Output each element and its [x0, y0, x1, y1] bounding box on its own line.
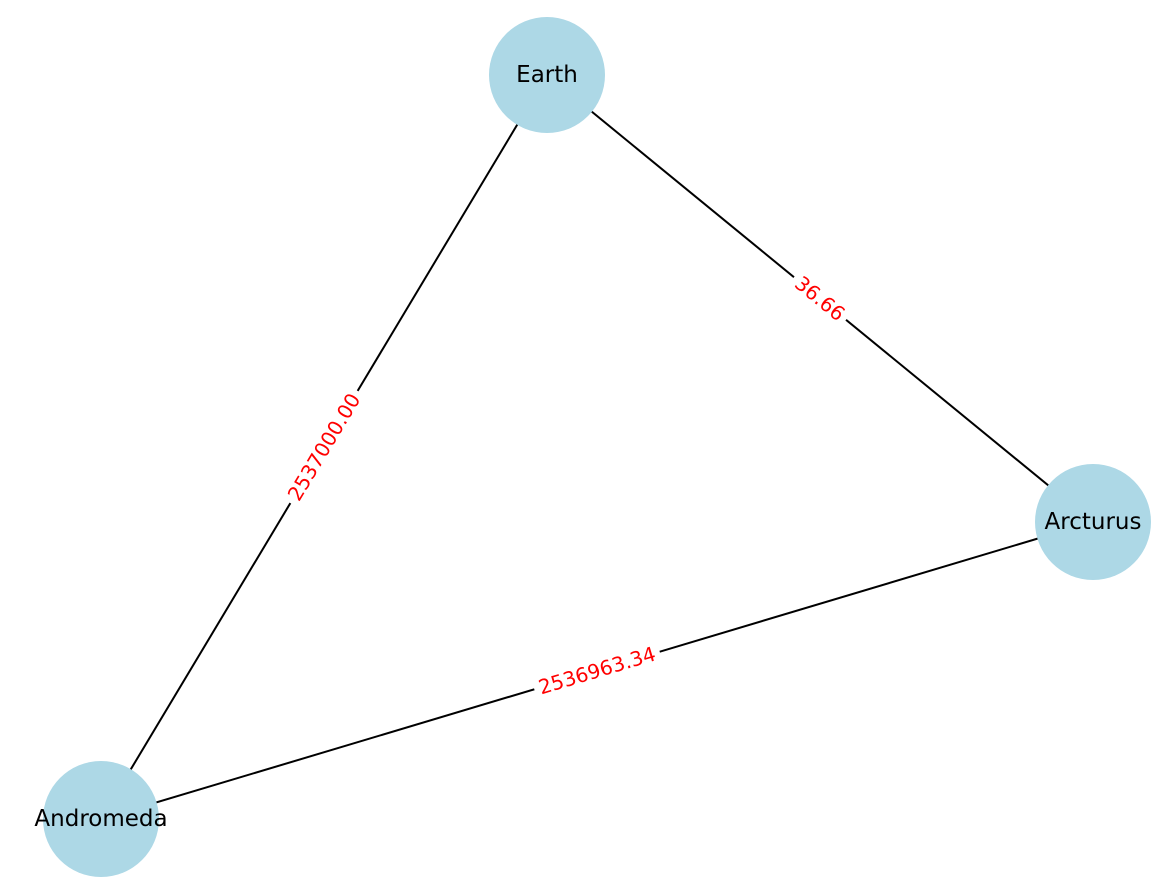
edge-arcturus-andromeda: 2536963.34: [100, 521, 1094, 820]
node-label: Earth: [516, 62, 578, 88]
node-circle: [43, 761, 159, 877]
node-circle: [489, 17, 605, 133]
node-earth: Earth: [489, 17, 605, 133]
edge-label-background: [530, 638, 664, 703]
edge-label-group: 2536963.34: [530, 638, 664, 703]
edge-earth-andromeda: 2537000.00: [100, 74, 548, 820]
edge-weight-label: 2537000.00: [283, 389, 366, 505]
edge-label-background: [785, 266, 855, 331]
node-andromeda: Andromeda: [34, 761, 168, 877]
node-label: Andromeda: [34, 806, 167, 832]
node-circle: [1035, 464, 1151, 580]
nodes-layer: Earth Arcturus Andromeda: [34, 17, 1151, 877]
node-arcturus: Arcturus: [1035, 464, 1151, 580]
edge-label-background: [278, 383, 370, 511]
edge-label-group: 36.66: [785, 266, 855, 331]
node-label: Arcturus: [1045, 509, 1142, 535]
edges-layer: 36.66 2537000.00 2536963.34: [100, 74, 1094, 820]
edge-earth-arcturus: 36.66: [546, 74, 1094, 523]
edge-label-group: 2537000.00: [278, 383, 370, 511]
